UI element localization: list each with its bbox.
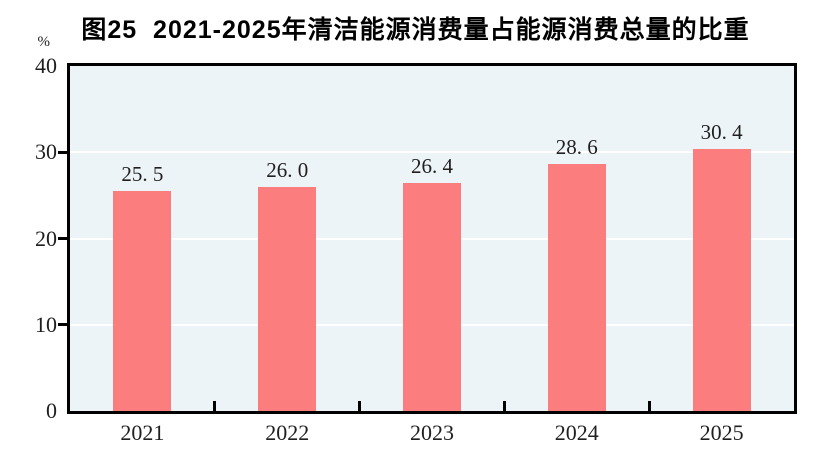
y-axis-tick [58, 323, 67, 327]
bar-value-label: 28. 6 [555, 135, 598, 160]
x-axis-label: 2025 [699, 420, 744, 445]
y-axis-label: 40 [35, 53, 57, 78]
y-axis-unit-label: % [37, 34, 51, 50]
bar-value-label: 26. 0 [266, 157, 309, 182]
y-axis-label: 20 [35, 225, 57, 251]
y-axis-tick [58, 150, 67, 154]
x-axis-tick [502, 401, 506, 411]
bar-2024 [547, 164, 606, 411]
bar-value-label: 25. 5 [121, 162, 164, 187]
bar-2025 [692, 148, 751, 411]
x-axis-label: 2021 [120, 420, 165, 445]
x-axis-label: 2024 [554, 420, 599, 445]
x-axis-tick [358, 401, 362, 411]
y-axis-tick [58, 237, 67, 240]
bar-value-label: 30. 4 [700, 119, 743, 144]
x-axis-tick [647, 401, 651, 411]
y-axis-label: 10 [35, 311, 57, 337]
gridline-30 [70, 151, 794, 154]
bar-2022 [258, 186, 317, 411]
plot-area: 25. 5 26. 0 26. 4 28. 6 30. 4 [67, 63, 797, 414]
x-axis-label: 2022 [265, 420, 310, 445]
x-axis-tick [213, 401, 217, 411]
y-axis-label: 30 [35, 139, 57, 165]
bar-2021 [113, 191, 172, 411]
y-axis-label: 0 [46, 398, 57, 423]
x-axis-label: 2023 [410, 420, 454, 445]
bar-value-label: 26. 4 [411, 154, 453, 179]
bar-2023 [403, 183, 461, 411]
chart-title: 图25 2021-2025年清洁能源消费量占能源消费总量的比重 [81, 16, 750, 44]
